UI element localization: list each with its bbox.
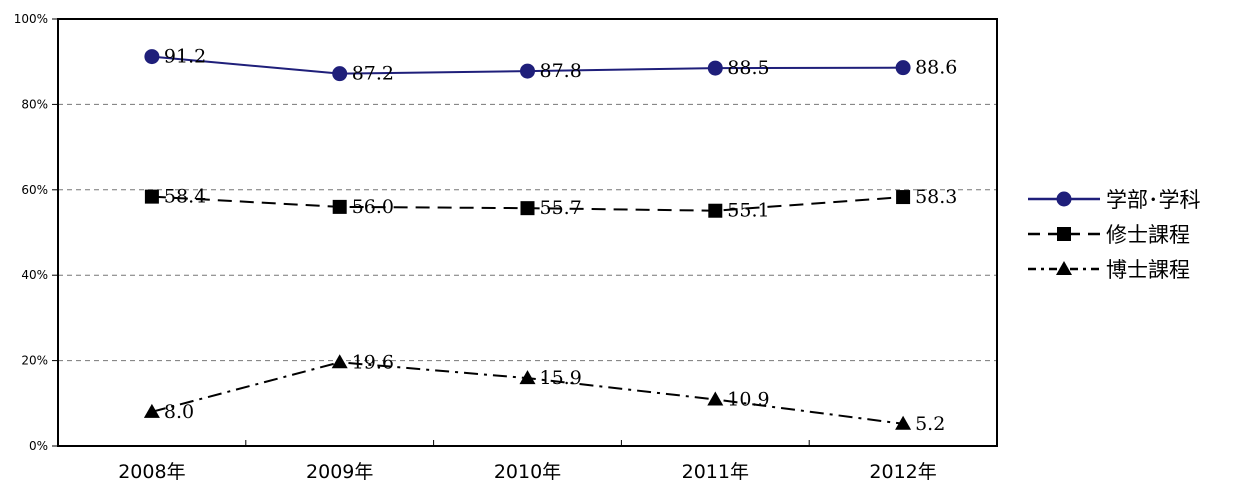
legend-label: 博士課程	[1106, 258, 1190, 282]
y-axis: 0% 20% 40% 60% 80% 100%	[14, 12, 58, 453]
data-label: 88.6	[915, 57, 957, 79]
plot-frame	[57, 18, 998, 447]
data-label: 5.2	[915, 413, 945, 435]
series-1: 91.2 87.2 87.8 88.5 88.6	[144, 46, 957, 85]
data-label: 15.9	[540, 367, 582, 389]
data-label: 58.3	[915, 186, 957, 208]
data-point	[895, 415, 912, 430]
series-group: 91.2 87.2 87.8 88.5 88.6 58.4 56.0 55.7 55.1 58.3…	[143, 46, 957, 435]
y-tick-label: 40%	[21, 268, 48, 282]
x-tick-label: 2010年	[494, 461, 561, 483]
y-tick-label: 0%	[29, 439, 48, 453]
data-label: 87.8	[540, 60, 582, 82]
data-point	[144, 49, 160, 65]
legend-marker	[1056, 261, 1072, 275]
legend-marker	[1057, 227, 1071, 241]
data-point	[520, 63, 535, 79]
data-point	[708, 203, 723, 218]
data-point	[332, 66, 348, 82]
data-point	[896, 190, 911, 205]
legend-label: 学部･学科	[1106, 188, 1201, 212]
data-point	[895, 60, 911, 76]
data-point	[143, 403, 160, 418]
x-tick-label: 2008年	[118, 461, 185, 483]
data-point	[707, 60, 723, 76]
data-point	[519, 370, 536, 385]
data-label: 88.5	[727, 57, 769, 79]
data-label: 55.1	[727, 200, 769, 222]
data-point	[332, 199, 347, 214]
legend-marker	[1056, 191, 1072, 207]
x-tick-label: 2011年	[682, 461, 749, 483]
y-tick-label: 100%	[14, 12, 48, 26]
data-label: 55.7	[540, 197, 582, 219]
legend-label: 修士課程	[1106, 223, 1190, 247]
data-label: 91.2	[164, 46, 206, 68]
data-point	[707, 391, 724, 406]
data-label: 19.6	[352, 351, 394, 373]
data-point	[144, 189, 159, 204]
data-label: 58.4	[164, 186, 206, 208]
data-point	[331, 354, 348, 369]
series-3: 8.0 19.6 15.9 10.9 5.2	[143, 351, 945, 435]
x-tick-label: 2009年	[306, 461, 373, 483]
grid-lines	[58, 103, 997, 362]
y-tick-label: 60%	[21, 183, 48, 197]
series-2: 58.4 56.0 55.7 55.1 58.3	[144, 186, 957, 222]
y-tick-label: 20%	[21, 354, 48, 368]
data-label: 8.0	[164, 401, 194, 423]
y-tick-label: 80%	[21, 97, 48, 111]
data-label: 87.2	[352, 63, 394, 85]
x-tick-label: 2012年	[869, 461, 936, 483]
data-label: 10.9	[727, 388, 769, 410]
x-axis: 2008年 2009年 2010年 2011年 2012年	[118, 440, 937, 483]
data-label: 56.0	[352, 196, 394, 218]
data-point	[520, 201, 535, 216]
